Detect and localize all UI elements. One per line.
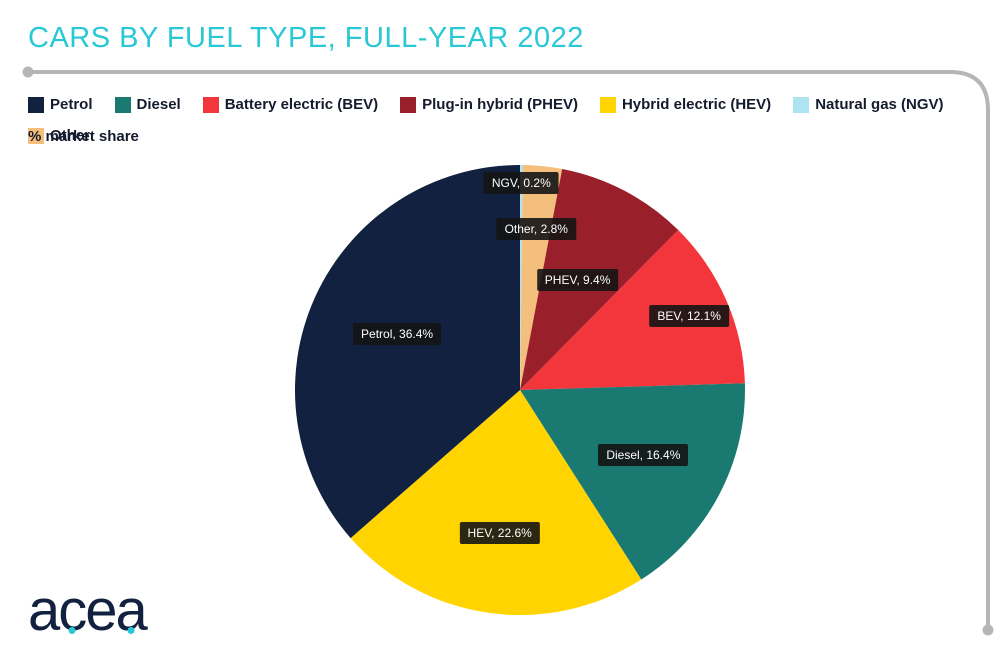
legend-item-diesel: Diesel xyxy=(115,96,181,113)
legend-swatch-phev xyxy=(400,97,416,113)
legend: Petrol Diesel Battery electric (BEV) Plug-i… xyxy=(28,96,968,144)
legend-swatch-hev xyxy=(600,97,616,113)
legend-swatch-petrol xyxy=(28,97,44,113)
legend-label-hev: Hybrid electric (HEV) xyxy=(622,96,771,113)
legend-swatch-diesel xyxy=(115,97,131,113)
pie-chart: NGV, 0.2%Other, 2.8%PHEV, 9.4%BEV, 12.1%… xyxy=(290,160,750,620)
legend-swatch-bev xyxy=(203,97,219,113)
chart-subtitle: % market share xyxy=(28,128,139,145)
legend-item-hev: Hybrid electric (HEV) xyxy=(600,96,771,113)
legend-swatch-ngv xyxy=(793,97,809,113)
legend-label-phev: Plug-in hybrid (PHEV) xyxy=(422,96,578,113)
legend-label-ngv: Natural gas (NGV) xyxy=(815,96,943,113)
legend-item-bev: Battery electric (BEV) xyxy=(203,96,378,113)
legend-label-diesel: Diesel xyxy=(137,96,181,113)
legend-label-bev: Battery electric (BEV) xyxy=(225,96,378,113)
legend-item-ngv: Natural gas (NGV) xyxy=(793,96,943,113)
acea-logo: acea xyxy=(28,582,146,640)
legend-label-petrol: Petrol xyxy=(50,96,93,113)
legend-item-petrol: Petrol xyxy=(28,96,93,113)
legend-item-phev: Plug-in hybrid (PHEV) xyxy=(400,96,578,113)
